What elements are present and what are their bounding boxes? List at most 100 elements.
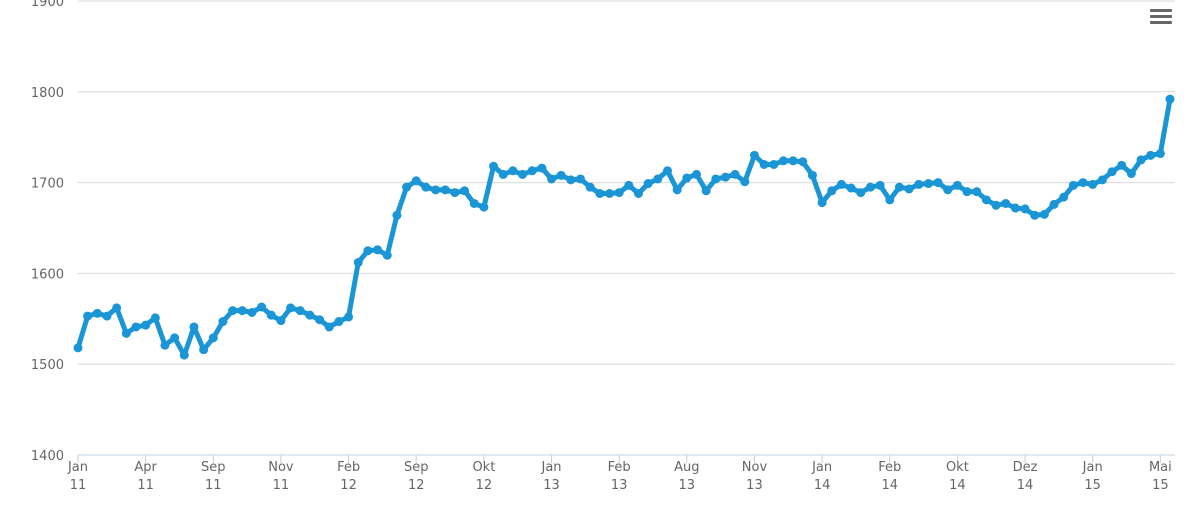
point-marker bbox=[266, 310, 276, 320]
point-marker bbox=[228, 306, 238, 316]
point-marker bbox=[421, 182, 431, 192]
x-tick-label-line: 12 bbox=[408, 478, 425, 493]
point-marker bbox=[701, 186, 711, 196]
x-tick-label: Okt 14 bbox=[946, 460, 969, 493]
point-marker bbox=[933, 178, 943, 188]
point-marker bbox=[624, 180, 634, 190]
point-marker bbox=[817, 198, 827, 208]
point-marker bbox=[894, 182, 904, 192]
point-marker bbox=[972, 187, 982, 197]
point-marker bbox=[1049, 199, 1059, 209]
point-marker bbox=[141, 320, 151, 330]
point-marker bbox=[1117, 160, 1127, 170]
point-marker bbox=[846, 183, 856, 193]
point-marker bbox=[450, 188, 460, 198]
point-marker bbox=[1010, 203, 1020, 213]
point-marker bbox=[875, 180, 885, 190]
point-marker bbox=[518, 169, 528, 179]
point-marker bbox=[208, 333, 218, 343]
point-marker bbox=[382, 250, 392, 260]
point-marker bbox=[527, 166, 537, 176]
point-marker bbox=[1039, 209, 1049, 219]
x-tick-label-line: 14 bbox=[814, 478, 831, 493]
point-marker bbox=[276, 316, 286, 326]
point-marker bbox=[672, 185, 682, 195]
x-tick-label-line: Aug bbox=[674, 460, 699, 475]
y-tick-label: 1400 bbox=[31, 449, 64, 464]
point-marker bbox=[199, 345, 209, 355]
point-marker bbox=[643, 179, 653, 189]
point-marker bbox=[605, 188, 615, 198]
x-tick-label: Sep 11 bbox=[201, 460, 226, 493]
point-marker bbox=[537, 163, 547, 173]
x-tick-label: Feb 12 bbox=[337, 460, 360, 493]
y-tick-label: 1800 bbox=[31, 86, 64, 101]
x-tick-label: Jan 14 bbox=[811, 460, 832, 493]
point-marker bbox=[402, 182, 412, 192]
point-marker bbox=[305, 310, 315, 320]
point-marker bbox=[788, 156, 798, 166]
point-marker bbox=[334, 317, 344, 327]
point-marker bbox=[962, 187, 972, 197]
point-marker bbox=[460, 186, 470, 196]
point-marker bbox=[1020, 204, 1030, 214]
x-tick-label: Feb 14 bbox=[878, 460, 901, 493]
x-tick-label-line: Sep bbox=[404, 460, 429, 475]
x-tick-label: Apr 11 bbox=[134, 460, 157, 493]
point-marker bbox=[373, 245, 383, 255]
x-tick-label: Nov 13 bbox=[742, 460, 768, 493]
menu-icon-bar bbox=[1150, 15, 1172, 18]
x-tick-label-line: Mai bbox=[1149, 460, 1172, 475]
x-tick-label-line: 11 bbox=[273, 478, 290, 493]
point-marker bbox=[469, 198, 479, 208]
y-tick-label: 1700 bbox=[31, 177, 64, 192]
x-tick-label: Jan 13 bbox=[540, 460, 561, 493]
point-marker bbox=[662, 166, 672, 176]
point-marker bbox=[344, 312, 354, 322]
point-marker bbox=[489, 161, 499, 171]
x-tick-label-line: Okt bbox=[946, 460, 969, 475]
point-marker bbox=[92, 308, 102, 318]
point-marker bbox=[759, 159, 769, 169]
point-marker bbox=[431, 185, 441, 195]
point-marker bbox=[556, 170, 566, 180]
x-tick-label-line: 13 bbox=[746, 478, 763, 493]
point-marker bbox=[363, 246, 373, 256]
point-marker bbox=[1088, 179, 1098, 189]
point-marker bbox=[1001, 198, 1011, 208]
x-tick-label: Okt 12 bbox=[472, 460, 495, 493]
x-tick-label-line: Dez bbox=[1013, 460, 1038, 475]
menu-icon-bar bbox=[1150, 9, 1172, 12]
x-tick-label-line: 12 bbox=[340, 478, 357, 493]
point-marker bbox=[1097, 175, 1107, 185]
point-marker bbox=[315, 315, 325, 325]
x-tick-label-line: 13 bbox=[679, 478, 696, 493]
point-marker bbox=[1155, 149, 1165, 159]
point-marker bbox=[170, 333, 180, 343]
point-marker bbox=[1059, 192, 1069, 202]
x-tick-label: Jan 11 bbox=[67, 460, 88, 493]
point-marker bbox=[1107, 167, 1117, 177]
point-marker bbox=[865, 182, 875, 192]
x-tick-label-line: 11 bbox=[137, 478, 154, 493]
x-tick-label-line: Okt bbox=[472, 460, 495, 475]
point-marker bbox=[112, 303, 122, 313]
menu-button[interactable] bbox=[1150, 8, 1172, 26]
point-marker bbox=[1146, 150, 1156, 160]
point-marker bbox=[740, 177, 750, 187]
point-marker bbox=[691, 169, 701, 179]
x-tick-label-line: Nov bbox=[742, 460, 768, 475]
x-tick-label-line: 11 bbox=[70, 478, 87, 493]
x-tick-label: Aug 13 bbox=[674, 460, 699, 493]
x-tick-label: Feb 13 bbox=[608, 460, 631, 493]
x-tick-label: Nov 11 bbox=[268, 460, 294, 493]
y-tick-label: 1600 bbox=[31, 267, 64, 282]
point-marker bbox=[991, 200, 1001, 210]
point-marker bbox=[247, 307, 257, 317]
point-marker bbox=[749, 150, 759, 160]
point-marker bbox=[798, 157, 808, 167]
point-marker bbox=[440, 185, 450, 195]
point-marker bbox=[121, 328, 131, 338]
point-marker bbox=[1126, 169, 1136, 179]
